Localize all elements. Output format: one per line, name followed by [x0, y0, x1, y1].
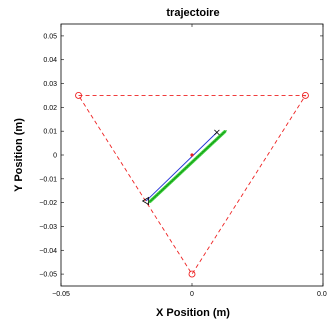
vertex-circle-marker	[188, 270, 196, 278]
y-tick-label: 0.05	[43, 33, 57, 40]
y-axis-label: Y Position (m)	[13, 118, 25, 192]
green-hatch-stroke	[207, 144, 213, 148]
end-cross-marker	[214, 129, 220, 136]
green-hatch-stroke	[213, 138, 218, 142]
markers	[141, 129, 220, 206]
chart-title: trajectoire	[166, 7, 219, 19]
green-hatch-stroke	[157, 191, 162, 195]
y-tick-label: 0.04	[43, 57, 57, 64]
vertex-circle-marker	[75, 92, 83, 99]
green-hatch-stroke	[218, 133, 224, 137]
green-hatch-stroke	[185, 165, 190, 169]
green-hatch-stroke	[155, 193, 160, 196]
green-hatch-stroke	[151, 196, 157, 200]
x-tick-label: 0	[190, 291, 194, 298]
green-hatch-stroke	[181, 168, 187, 172]
green-hatch-stroke	[173, 175, 179, 179]
start-triangle-marker	[141, 196, 150, 206]
green-hatch-stroke	[203, 147, 209, 151]
y-tick-label: −0.01	[39, 176, 57, 183]
y-tick-label: −0.04	[39, 248, 57, 255]
y-tick-label: 0	[53, 153, 57, 160]
green-hatch-stroke	[179, 170, 185, 174]
green-hatch-stroke	[194, 156, 200, 160]
green-hatch-stroke	[196, 154, 201, 158]
green-hatch-stroke	[170, 179, 175, 182]
green-hatch-stroke	[164, 184, 170, 188]
green-hatch-stroke	[158, 189, 164, 193]
green-hatch-stroke	[172, 177, 177, 181]
green-hatch-stroke	[149, 198, 155, 202]
x-axis: −0.05 0 0.0	[52, 24, 327, 298]
data-series	[75, 92, 309, 278]
green-hatch-stroke	[168, 180, 173, 184]
green-hatch-stroke	[186, 163, 192, 167]
y-tick-label: −0.03	[39, 224, 57, 231]
green-hatch-stroke	[222, 130, 228, 134]
green-hatch-stroke	[166, 182, 172, 186]
green-hatch-stroke	[198, 152, 203, 156]
y-tick-label: −0.05	[39, 272, 57, 279]
green-hatch-stroke	[211, 140, 216, 144]
x-tick-label: 0.0	[317, 291, 327, 298]
green-hatch-stroke	[177, 172, 183, 175]
green-hatch-stroke	[205, 145, 211, 149]
center-dot-marker	[190, 153, 194, 157]
workspace-triangle-line	[78, 94, 307, 275]
green-hatch-stroke	[160, 187, 166, 191]
green-hatch-stroke	[188, 161, 194, 165]
green-hatch-stroke	[214, 137, 220, 141]
vertex-circle-marker	[301, 92, 309, 99]
blue-trajectory-line	[145, 132, 218, 202]
green-hatch-stroke	[190, 159, 196, 163]
green-hatch-stroke	[200, 151, 205, 155]
x-tick-label: −0.05	[52, 291, 70, 298]
green-hatch-stroke	[216, 135, 222, 139]
green-hatch-stroke	[201, 149, 207, 153]
y-tick-label: 0.03	[43, 81, 57, 88]
y-tick-label: 0.01	[43, 129, 57, 136]
y-tick-label: 0.02	[43, 105, 57, 112]
y-tick-label: −0.02	[39, 200, 57, 207]
y-axis: 0.05 0.04 0.03 0.02 0.01 0 −0.01 −0.02 −0.03 −0.0…	[39, 33, 323, 279]
green-hatch-stroke	[209, 142, 215, 146]
green-hatch-stroke	[183, 166, 188, 170]
x-axis-label: X Position (m)	[156, 307, 230, 319]
green-hatch-stroke	[220, 131, 226, 135]
green-hatch-stroke	[175, 173, 181, 177]
green-hatch-stroke	[162, 186, 168, 189]
green-hatch-stroke	[192, 158, 198, 162]
green-hatch-stroke	[153, 194, 159, 198]
